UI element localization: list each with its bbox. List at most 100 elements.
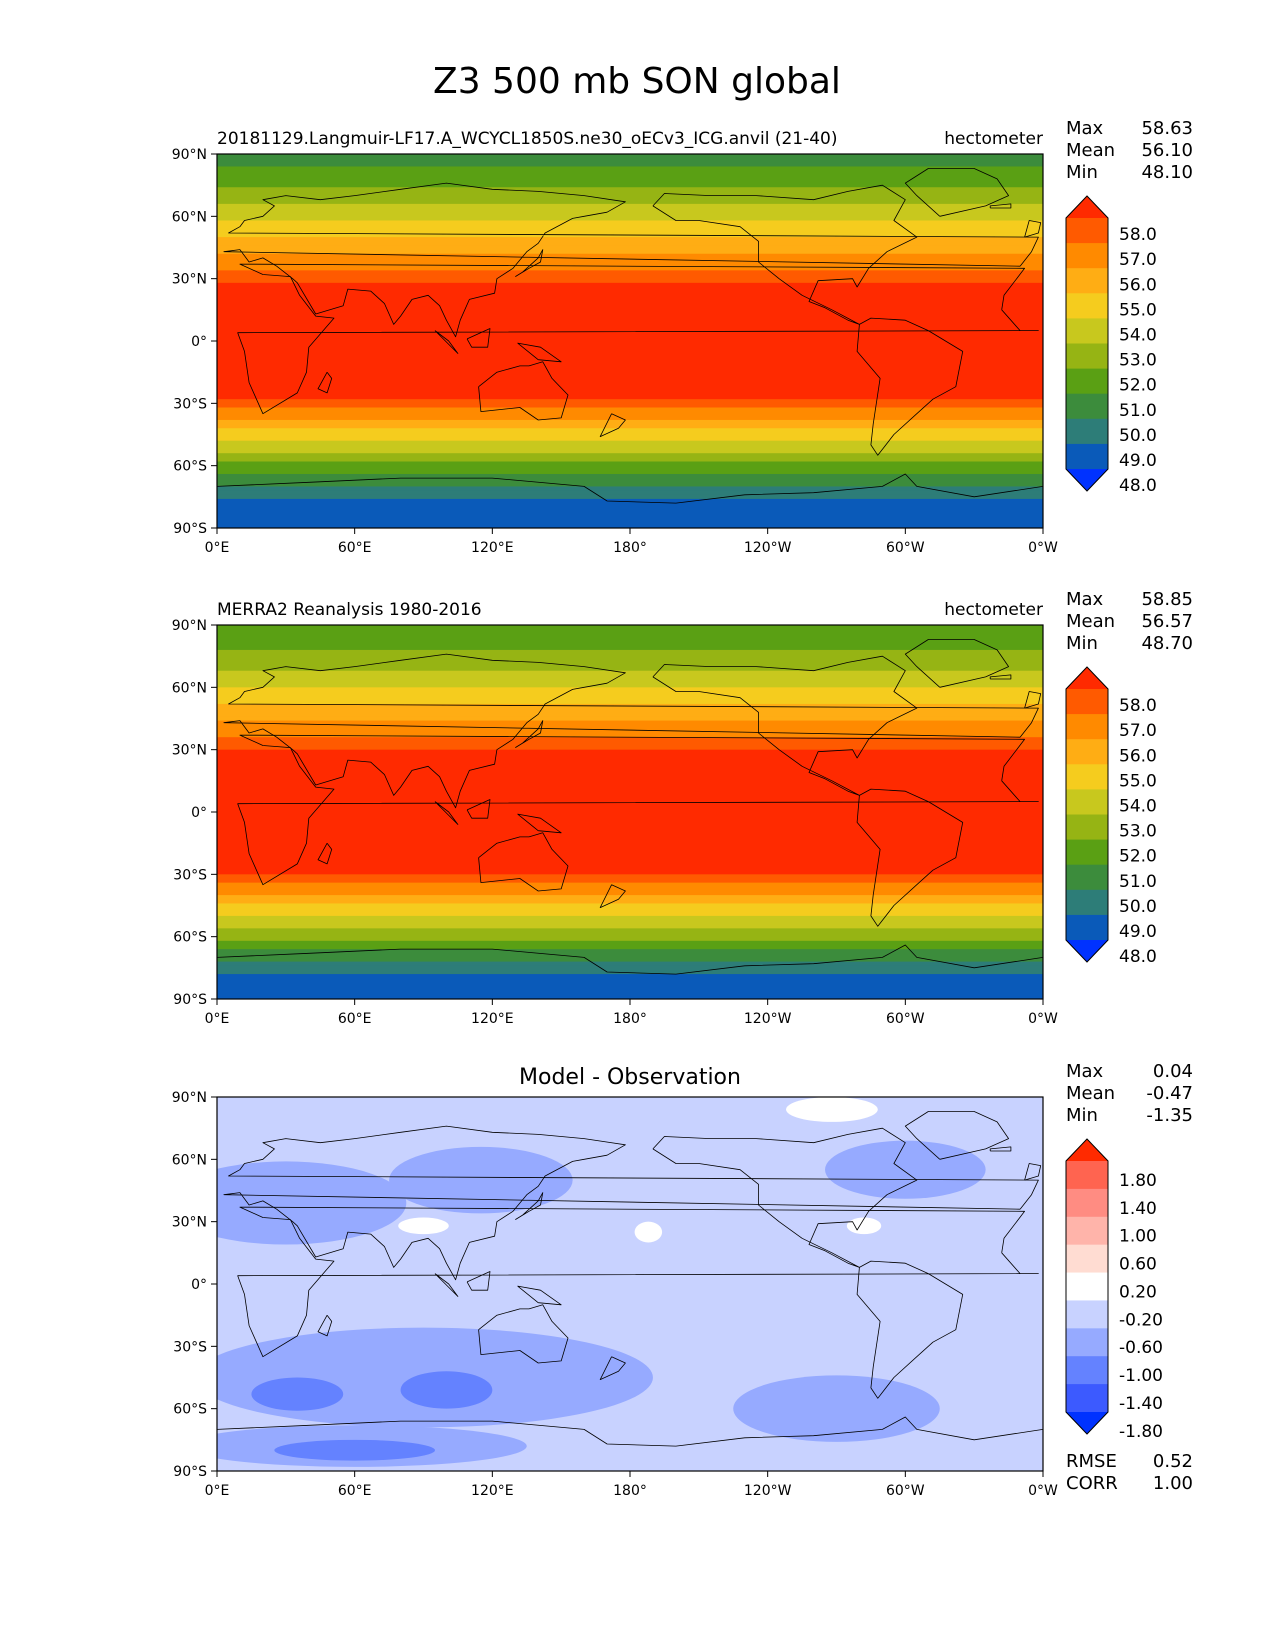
lon-tick-label: 120°E xyxy=(471,1011,514,1027)
lat-tick-label: 30°S xyxy=(173,396,207,412)
lat-tick-label: 30°N xyxy=(172,272,207,288)
colorbar-segment xyxy=(1066,1300,1108,1329)
colorbar-label: 50.0 xyxy=(1119,897,1157,917)
metric-label: RMSE xyxy=(1066,1451,1117,1472)
coastline xyxy=(217,473,1043,528)
lat-tick-label: 0° xyxy=(191,1277,207,1293)
lat-tick-label: 60°S xyxy=(173,930,207,946)
colorbar-extend-top xyxy=(1066,196,1108,218)
lat-tick-label: 90°S xyxy=(173,992,207,1008)
coastline xyxy=(317,842,333,865)
colorbar-segment xyxy=(1066,1384,1108,1413)
lon-tick-label: 0°W xyxy=(1028,1483,1058,1499)
colorbar-extend-top xyxy=(1066,667,1108,689)
coastline xyxy=(1024,1163,1042,1181)
colorbar-label: 52.0 xyxy=(1119,376,1157,396)
colorbar-segment xyxy=(1066,764,1108,790)
coastline xyxy=(434,1273,459,1297)
panel-obs: 90°N 60°N 30°N 0° 30°S 60°S 90°S 0°E 60°E 120°E 18… xyxy=(172,589,1193,1027)
coastline xyxy=(466,328,491,348)
colorbar-label: 58.0 xyxy=(1119,696,1157,716)
colorbar-label: -1.00 xyxy=(1119,1366,1163,1386)
coastline xyxy=(237,734,1039,886)
coastline xyxy=(856,317,964,456)
colorbar-segment xyxy=(1066,318,1108,344)
lat-tick-label: 30°S xyxy=(173,867,207,883)
stat-value: 48.10 xyxy=(1141,162,1193,183)
colorbar-label: 51.0 xyxy=(1119,401,1157,421)
coastline xyxy=(904,168,1009,217)
colorbar-label: 53.0 xyxy=(1119,351,1157,371)
colorbar-label: -1.40 xyxy=(1119,1394,1163,1414)
lat-tick-label: 60°S xyxy=(173,1402,207,1418)
colorbar-label: 48.0 xyxy=(1119,476,1157,496)
panel-units: hectometer xyxy=(944,129,1043,149)
coastline xyxy=(989,1146,1012,1152)
panel-title: MERRA2 Reanalysis 1980-2016 xyxy=(217,600,482,620)
colorbar-extend-bottom xyxy=(1066,1412,1108,1434)
colorbar-segment xyxy=(1066,268,1108,294)
lat-tick-label: 90°N xyxy=(172,1090,207,1106)
colorbar-label: 54.0 xyxy=(1119,797,1157,817)
colorbar-segment xyxy=(1066,889,1108,916)
coastline xyxy=(515,249,544,277)
colorbar-segment xyxy=(1066,1161,1108,1190)
coastline xyxy=(515,1192,544,1220)
lon-tick-label: 60°W xyxy=(886,1011,925,1027)
colorbar-label: 56.0 xyxy=(1119,746,1157,766)
stat-value: -0.47 xyxy=(1146,1083,1193,1104)
lat-tick-label: 90°N xyxy=(172,147,207,163)
panel-title: Model - Observation xyxy=(519,1065,741,1090)
coastlines-obs xyxy=(217,639,1043,999)
lat-tick-label: 30°N xyxy=(172,1215,207,1231)
figure-title: Z3 500 mb SON global xyxy=(433,61,841,102)
coastline xyxy=(652,1127,918,1268)
stat-label: Max xyxy=(1066,589,1104,610)
coastline xyxy=(237,1206,1039,1358)
panel-units: hectometer xyxy=(944,600,1043,620)
coastline xyxy=(223,182,1039,338)
colorbar-label: 49.0 xyxy=(1119,451,1157,471)
colorbar-segment xyxy=(1066,1244,1108,1274)
colorbar-outline xyxy=(1065,1138,1109,1435)
coastline xyxy=(223,653,1039,809)
coastline xyxy=(517,1285,562,1306)
lat-tick-label: 0° xyxy=(191,805,207,821)
colorbar-label: 49.0 xyxy=(1119,922,1157,942)
coastlines-diff xyxy=(217,1111,1043,1471)
lon-tick-label: 0°E xyxy=(205,540,230,556)
colorbar-obs: 58.0 57.0 56.0 55.0 54.0 53.0 52.0 51.0 50.0 49.0… xyxy=(1065,666,1157,967)
coastline xyxy=(856,1260,964,1399)
colorbar-segment xyxy=(1066,789,1108,815)
coastline xyxy=(517,342,562,363)
lat-tick-label: 90°N xyxy=(172,618,207,634)
stat-value: 56.57 xyxy=(1141,611,1193,632)
coastline xyxy=(466,1271,491,1291)
colorbar-extend-bottom xyxy=(1066,940,1108,962)
colorbar-segment xyxy=(1066,1188,1108,1218)
colorbar-segment xyxy=(1066,864,1108,891)
panel-model: 90°N 60°N 30°N 0° 30°S 60°S 90°S 0°E 60°E 120°E 18… xyxy=(172,118,1193,556)
colorbar-label: 51.0 xyxy=(1119,872,1157,892)
colorbar-label: 1.80 xyxy=(1119,1171,1157,1191)
colorbar-segment xyxy=(1066,218,1108,244)
lon-tick-label: 180° xyxy=(613,1011,647,1027)
stat-label: Min xyxy=(1066,162,1098,183)
coastline xyxy=(599,1356,626,1380)
colorbar-segment xyxy=(1066,393,1108,420)
coastline xyxy=(317,1314,333,1337)
stat-value: 58.85 xyxy=(1141,589,1193,610)
colorbar-segment xyxy=(1066,714,1108,740)
panel-title: 20181129.Langmuir-LF17.A_WCYCL1850S.ne30… xyxy=(217,129,838,149)
lon-tick-label: 180° xyxy=(613,1483,647,1499)
panel-diff: 90°N 60°N 30°N 0° 30°S 60°S 90°S 0°E 60°E 120°E 18… xyxy=(172,1061,1193,1499)
colorbar-segment xyxy=(1066,739,1108,765)
lat-tick-label: 30°N xyxy=(172,743,207,759)
coastline xyxy=(478,361,569,421)
field-obs xyxy=(217,625,1043,999)
lon-tick-label: 60°E xyxy=(338,540,372,556)
coastline xyxy=(1024,691,1042,709)
colorbar-label: -0.60 xyxy=(1119,1338,1163,1358)
stat-label: Mean xyxy=(1066,611,1115,632)
lat-tick-label: 60°S xyxy=(173,459,207,475)
